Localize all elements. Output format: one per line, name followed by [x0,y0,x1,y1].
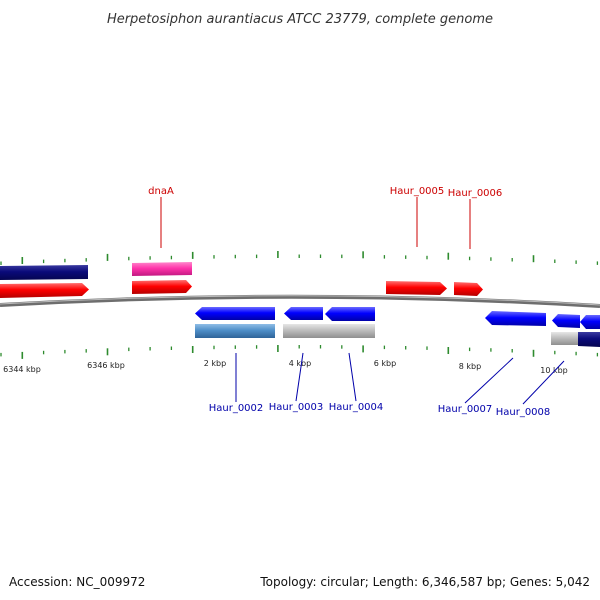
tick-label-6344kbp: 6344 kbp [3,365,41,374]
label-haur-0007[interactable]: Haur_0007 [438,404,493,415]
gene-haur-0008[interactable] [552,314,580,328]
tick-label-8kbp: 8 kbp [459,362,481,371]
gene-haur-0003[interactable] [284,307,323,320]
tick-marks-bottom [0,345,599,359]
tick-label-6346kbp: 6346 kbp [87,361,125,370]
label-dnaA[interactable]: dnaA [148,186,174,197]
leader-haur-0003 [295,352,304,402]
gene-haur-0007[interactable] [485,311,546,326]
leader-haur-0004 [348,352,357,402]
gene-haur-0002-steel[interactable] [195,324,275,338]
gene-dnaA[interactable] [132,280,192,294]
accession-text: Accession: NC_009972 [9,575,145,589]
tick-label-4kbp: 4 kbp [289,359,311,368]
tick-marks-top [0,251,599,265]
gene-blue-right[interactable] [580,315,600,329]
tick-label-6kbp: 6 kbp [374,359,396,368]
gene-haur-0004[interactable] [325,307,375,321]
label-haur-0005[interactable]: Haur_0005 [390,186,445,197]
genome-summary-text: Topology: circular; Length: 6,346,587 bp… [259,575,590,589]
reverse-strand-features [195,307,600,347]
tick-labels: 6344 kbp 6346 kbp 2 kbp 4 kbp 6 kbp 8 kb… [3,359,568,375]
genome-backbone-highlight [0,295,600,306]
tick-label-10kbp: 10 kbp [540,366,568,375]
leader-haur-0008 [522,360,565,405]
gene-gray-band[interactable] [283,324,375,338]
gene-pink[interactable] [132,262,192,276]
gene-navy-left[interactable] [0,265,88,280]
gene-navy-right[interactable] [578,332,600,347]
gene-gray-right[interactable] [551,332,578,345]
label-haur-0008[interactable]: Haur_0008 [496,407,551,418]
gene-haur-0002[interactable] [195,307,275,320]
leader-haur-0007 [464,357,514,404]
forward-strand-features [0,262,483,298]
gene-haur-0005[interactable] [386,281,447,295]
gene-red-left[interactable] [0,283,89,298]
genome-title: Herpetosiphon aurantiacus ATCC 23779, co… [107,12,493,27]
label-haur-0004[interactable]: Haur_0004 [329,402,384,413]
label-haur-0003[interactable]: Haur_0003 [269,402,324,413]
label-haur-0002[interactable]: Haur_0002 [209,403,264,414]
label-leaders [160,197,565,405]
genome-backbone [0,294,600,308]
tick-label-2kbp: 2 kbp [204,359,226,368]
gene-labels: dnaA Haur_0005 Haur_0006 Haur_0002 Haur_… [148,186,550,418]
gene-haur-0006[interactable] [454,282,483,296]
label-haur-0006[interactable]: Haur_0006 [448,188,503,199]
